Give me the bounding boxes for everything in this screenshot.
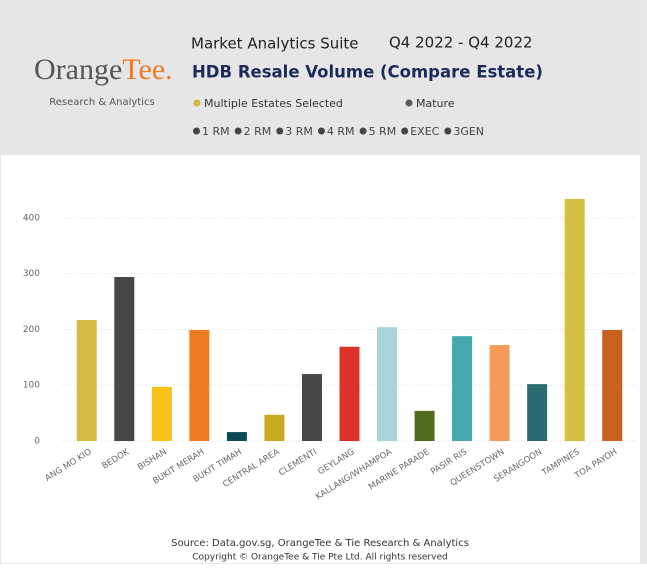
bar [489, 345, 510, 441]
chart-title: HDB Resale Volume (Compare Estate) [192, 63, 543, 82]
bar [264, 414, 285, 441]
period: Q4 2022 - Q4 2022 [389, 34, 533, 52]
bar [76, 319, 97, 441]
flat-type-label: 5 RM [369, 125, 397, 138]
filter-dot [193, 99, 201, 107]
bar [377, 327, 398, 441]
flat-type-dot [276, 127, 284, 135]
y-tick-label: 200 [23, 325, 40, 335]
logo-sub: Research & Analytics [49, 97, 154, 108]
logo: OrangeTee. [34, 53, 173, 86]
flat-type-dot [401, 127, 409, 135]
copyright: Copyright © OrangeTee & Tie Pte Ltd. All… [192, 553, 447, 563]
y-tick-label: 300 [23, 269, 40, 279]
bar [564, 198, 585, 441]
flat-type-label: 4 RM [327, 125, 355, 138]
flat-type-dot [444, 127, 452, 135]
flat-type-label: 1 RM [202, 125, 230, 138]
flat-type-label: 3 RM [285, 125, 313, 138]
y-tick-label: 0 [34, 437, 40, 447]
bar [226, 432, 247, 441]
filter-label: Multiple Estates Selected [204, 97, 343, 110]
card-shadow [641, 0, 647, 564]
flat-type-label: EXEC [410, 125, 439, 138]
bar [151, 386, 172, 441]
filter-dot [405, 99, 413, 107]
filter-label: Mature [416, 97, 455, 110]
bar [527, 384, 548, 441]
bar [339, 346, 360, 441]
logo-accent: Tee. [122, 53, 172, 86]
source: Source: Data.gov.sg, OrangeTee & Tie Res… [171, 538, 469, 549]
bar [189, 330, 210, 441]
y-tick-label: 400 [23, 213, 40, 223]
suite-title: Market Analytics Suite [191, 35, 359, 53]
bar [452, 336, 473, 441]
flat-type-dot [359, 127, 367, 135]
bar [414, 410, 435, 441]
flat-type-dot [193, 127, 200, 135]
bar [301, 374, 322, 441]
bar [114, 277, 135, 441]
bar [602, 330, 623, 441]
logo-main: Orange [34, 53, 122, 86]
flat-type-label: 3GEN [453, 125, 484, 138]
flat-type-dot [317, 127, 325, 135]
flat-type-label: 2 RM [244, 125, 272, 138]
flat-type-dot [234, 127, 242, 135]
y-tick-label: 100 [23, 381, 40, 391]
